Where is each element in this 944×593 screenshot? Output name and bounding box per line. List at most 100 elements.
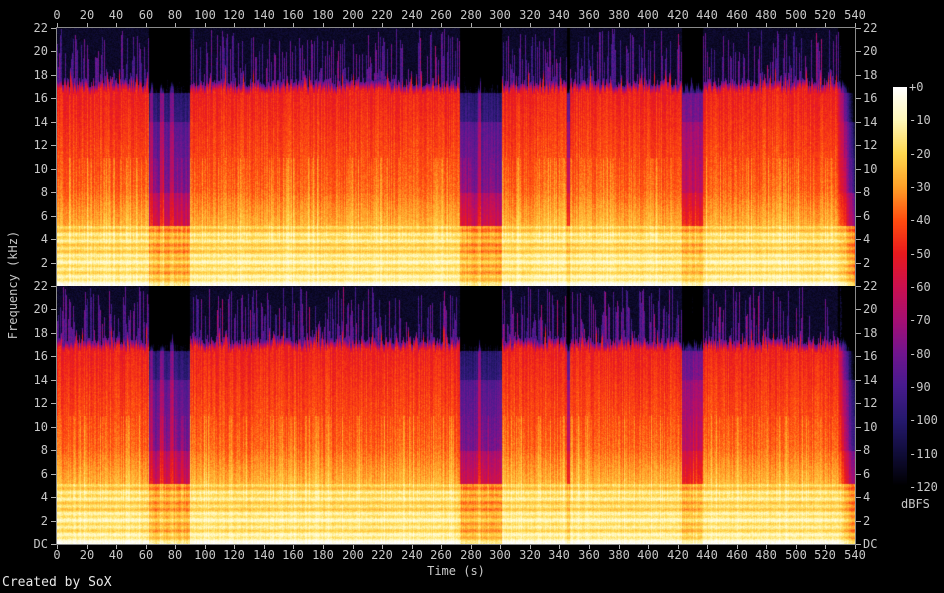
- time-tick-label: 60: [138, 8, 154, 22]
- freq-tick: [51, 380, 56, 381]
- time-tick-label: 420: [667, 548, 689, 562]
- credit-text: Created by SoX: [2, 575, 112, 590]
- time-tick: [559, 23, 560, 27]
- freq-tick: [51, 216, 56, 217]
- dbfs-tick-label: -20: [909, 147, 931, 161]
- freq-tick-label: 14: [33, 115, 48, 129]
- time-tick: [293, 23, 294, 27]
- time-tick: [678, 23, 679, 27]
- time-tick-label: 480: [755, 548, 777, 562]
- freq-tick: [856, 497, 861, 498]
- time-tick-label: 240: [401, 548, 423, 562]
- freq-tick: [856, 403, 861, 404]
- dbfs-tick-label: -40: [909, 213, 931, 227]
- plot-frame: [56, 27, 856, 545]
- time-tick-label: 380: [608, 8, 630, 22]
- freq-tick-label: 4: [40, 490, 48, 504]
- time-tick: [87, 545, 88, 549]
- time-tick: [87, 23, 88, 27]
- time-tick-label: 460: [726, 8, 748, 22]
- freq-tick-label: 8: [40, 185, 48, 199]
- time-tick: [766, 23, 767, 27]
- freq-tick-label: DC: [863, 537, 878, 551]
- time-tick: [678, 545, 679, 549]
- freq-tick-label: 4: [863, 232, 871, 246]
- freq-tick: [51, 521, 56, 522]
- time-tick: [619, 23, 620, 27]
- time-tick: [530, 23, 531, 27]
- dbfs-tick-label: -80: [909, 347, 931, 361]
- time-tick: [175, 23, 176, 27]
- freq-tick-label: 2: [40, 514, 48, 528]
- dbfs-tick-label: +0: [909, 80, 924, 94]
- dbfs-tick-label: -110: [909, 447, 938, 461]
- freq-tick-label: 16: [33, 91, 48, 105]
- freq-tick: [856, 450, 861, 451]
- time-tick: [264, 545, 265, 549]
- colorbar-gradient: [893, 87, 907, 487]
- time-tick-label: 20: [79, 8, 95, 22]
- time-tick-label: 540: [844, 8, 866, 22]
- time-tick-label: 200: [342, 8, 364, 22]
- freq-tick-label: 6: [40, 209, 48, 223]
- time-tick-label: 360: [578, 8, 600, 22]
- freq-tick-label: 22: [33, 279, 48, 293]
- dbfs-tick-label: -120: [909, 480, 938, 494]
- time-tick: [500, 23, 501, 27]
- time-tick: [559, 545, 560, 549]
- time-tick-label: 100: [194, 548, 216, 562]
- dbfs-tick-label: -70: [909, 313, 931, 327]
- time-tick-label: 440: [696, 548, 718, 562]
- freq-tick: [856, 263, 861, 264]
- time-tick-label: 280: [460, 8, 482, 22]
- time-tick-label: 420: [667, 8, 689, 22]
- time-tick-label: 260: [430, 548, 452, 562]
- time-tick-label: 340: [548, 8, 570, 22]
- freq-tick: [51, 145, 56, 146]
- freq-tick: [51, 544, 56, 545]
- time-tick-label: 280: [460, 548, 482, 562]
- time-tick-label: 320: [519, 548, 541, 562]
- time-tick: [825, 545, 826, 549]
- freq-tick-label: 6: [863, 467, 871, 481]
- time-tick: [796, 23, 797, 27]
- freq-tick: [856, 380, 861, 381]
- freq-tick: [51, 450, 56, 451]
- freq-tick: [51, 28, 56, 29]
- dbfs-tick-label: -10: [909, 113, 931, 127]
- freq-tick-label: 2: [863, 514, 871, 528]
- time-tick: [471, 23, 472, 27]
- time-tick: [471, 545, 472, 549]
- freq-tick: [856, 474, 861, 475]
- time-tick: [500, 545, 501, 549]
- freq-tick-label: 22: [863, 279, 878, 293]
- freq-tick: [51, 403, 56, 404]
- freq-tick: [856, 521, 861, 522]
- time-tick: [146, 23, 147, 27]
- freq-tick-label: 14: [33, 373, 48, 387]
- time-tick-label: 400: [637, 8, 659, 22]
- time-tick-label: 520: [814, 548, 836, 562]
- time-tick: [796, 545, 797, 549]
- time-tick-label: 40: [108, 8, 124, 22]
- time-tick: [116, 545, 117, 549]
- time-tick: [353, 545, 354, 549]
- time-tick: [323, 545, 324, 549]
- freq-tick-label: 2: [863, 256, 871, 270]
- time-tick-label: 300: [489, 8, 511, 22]
- time-tick: [412, 23, 413, 27]
- freq-tick: [51, 497, 56, 498]
- time-tick: [323, 23, 324, 27]
- time-tick: [441, 23, 442, 27]
- dbfs-tick-label: -100: [909, 413, 938, 427]
- time-tick: [57, 545, 58, 549]
- time-tick-label: 160: [282, 8, 304, 22]
- freq-tick-label: 16: [33, 349, 48, 363]
- time-tick-label: 180: [312, 8, 334, 22]
- freq-tick-label: 6: [863, 209, 871, 223]
- freq-tick: [856, 309, 861, 310]
- time-axis-title: Time (s): [427, 564, 485, 578]
- time-tick-label: 440: [696, 8, 718, 22]
- time-tick-label: 140: [253, 548, 275, 562]
- freq-tick: [856, 286, 861, 287]
